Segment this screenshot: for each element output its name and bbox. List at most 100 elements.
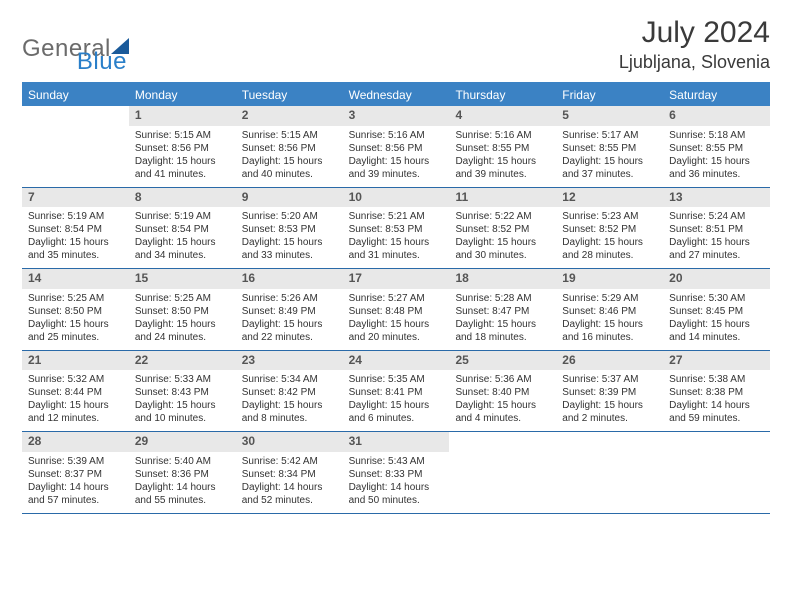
day-details: Sunrise: 5:22 AMSunset: 8:52 PMDaylight:… bbox=[449, 207, 556, 268]
daylight-text: Daylight: 15 hours and 30 minutes. bbox=[455, 236, 550, 262]
calendar-cell: 23Sunrise: 5:34 AMSunset: 8:42 PMDayligh… bbox=[236, 351, 343, 432]
sunset-text: Sunset: 8:43 PM bbox=[135, 386, 230, 399]
dow-sunday: Sunday bbox=[22, 84, 129, 106]
day-number: 23 bbox=[236, 351, 343, 371]
day-details: Sunrise: 5:15 AMSunset: 8:56 PMDaylight:… bbox=[236, 126, 343, 187]
calendar-cell: 21Sunrise: 5:32 AMSunset: 8:44 PMDayligh… bbox=[22, 351, 129, 432]
calendar-cell: 4Sunrise: 5:16 AMSunset: 8:55 PMDaylight… bbox=[449, 106, 556, 187]
daylight-text: Daylight: 15 hours and 31 minutes. bbox=[349, 236, 444, 262]
weeks: 1Sunrise: 5:15 AMSunset: 8:56 PMDaylight… bbox=[22, 106, 770, 514]
calendar-cell: 31Sunrise: 5:43 AMSunset: 8:33 PMDayligh… bbox=[343, 432, 450, 513]
logo-text-blue: Blue bbox=[77, 48, 127, 76]
day-number: 2 bbox=[236, 106, 343, 126]
sunset-text: Sunset: 8:51 PM bbox=[669, 223, 764, 236]
calendar-cell-empty bbox=[449, 432, 556, 513]
day-number: 1 bbox=[129, 106, 236, 126]
sunrise-text: Sunrise: 5:17 AM bbox=[562, 129, 657, 142]
day-details: Sunrise: 5:18 AMSunset: 8:55 PMDaylight:… bbox=[663, 126, 770, 187]
day-number: 28 bbox=[22, 432, 129, 452]
calendar-cell: 12Sunrise: 5:23 AMSunset: 8:52 PMDayligh… bbox=[556, 188, 663, 269]
calendar-cell: 6Sunrise: 5:18 AMSunset: 8:55 PMDaylight… bbox=[663, 106, 770, 187]
week-row: 21Sunrise: 5:32 AMSunset: 8:44 PMDayligh… bbox=[22, 351, 770, 433]
sunrise-text: Sunrise: 5:24 AM bbox=[669, 210, 764, 223]
calendar-cell: 2Sunrise: 5:15 AMSunset: 8:56 PMDaylight… bbox=[236, 106, 343, 187]
day-number: 25 bbox=[449, 351, 556, 371]
sunrise-text: Sunrise: 5:28 AM bbox=[455, 292, 550, 305]
sunrise-text: Sunrise: 5:32 AM bbox=[28, 373, 123, 386]
calendar-cell: 16Sunrise: 5:26 AMSunset: 8:49 PMDayligh… bbox=[236, 269, 343, 350]
daylight-text: Daylight: 14 hours and 55 minutes. bbox=[135, 481, 230, 507]
day-details: Sunrise: 5:26 AMSunset: 8:49 PMDaylight:… bbox=[236, 289, 343, 350]
sunrise-text: Sunrise: 5:43 AM bbox=[349, 455, 444, 468]
sunset-text: Sunset: 8:56 PM bbox=[349, 142, 444, 155]
day-number: 5 bbox=[556, 106, 663, 126]
day-number: 27 bbox=[663, 351, 770, 371]
sunrise-text: Sunrise: 5:34 AM bbox=[242, 373, 337, 386]
calendar-cell: 28Sunrise: 5:39 AMSunset: 8:37 PMDayligh… bbox=[22, 432, 129, 513]
daylight-text: Daylight: 15 hours and 34 minutes. bbox=[135, 236, 230, 262]
day-details: Sunrise: 5:19 AMSunset: 8:54 PMDaylight:… bbox=[22, 207, 129, 268]
daylight-text: Daylight: 15 hours and 4 minutes. bbox=[455, 399, 550, 425]
day-details: Sunrise: 5:39 AMSunset: 8:37 PMDaylight:… bbox=[22, 452, 129, 513]
sunset-text: Sunset: 8:48 PM bbox=[349, 305, 444, 318]
sunrise-text: Sunrise: 5:19 AM bbox=[28, 210, 123, 223]
sunrise-text: Sunrise: 5:37 AM bbox=[562, 373, 657, 386]
daylight-text: Daylight: 15 hours and 40 minutes. bbox=[242, 155, 337, 181]
day-details: Sunrise: 5:15 AMSunset: 8:56 PMDaylight:… bbox=[129, 126, 236, 187]
sunrise-text: Sunrise: 5:23 AM bbox=[562, 210, 657, 223]
sunset-text: Sunset: 8:55 PM bbox=[669, 142, 764, 155]
day-details: Sunrise: 5:27 AMSunset: 8:48 PMDaylight:… bbox=[343, 289, 450, 350]
day-number: 3 bbox=[343, 106, 450, 126]
day-details: Sunrise: 5:25 AMSunset: 8:50 PMDaylight:… bbox=[22, 289, 129, 350]
day-details: Sunrise: 5:30 AMSunset: 8:45 PMDaylight:… bbox=[663, 289, 770, 350]
calendar-cell: 15Sunrise: 5:25 AMSunset: 8:50 PMDayligh… bbox=[129, 269, 236, 350]
day-number: 7 bbox=[22, 188, 129, 208]
sunset-text: Sunset: 8:47 PM bbox=[455, 305, 550, 318]
day-number: 9 bbox=[236, 188, 343, 208]
dow-wednesday: Wednesday bbox=[343, 84, 450, 106]
day-details: Sunrise: 5:32 AMSunset: 8:44 PMDaylight:… bbox=[22, 370, 129, 431]
day-details: Sunrise: 5:24 AMSunset: 8:51 PMDaylight:… bbox=[663, 207, 770, 268]
day-number: 10 bbox=[343, 188, 450, 208]
sunrise-text: Sunrise: 5:15 AM bbox=[242, 129, 337, 142]
calendar-cell: 17Sunrise: 5:27 AMSunset: 8:48 PMDayligh… bbox=[343, 269, 450, 350]
day-number: 18 bbox=[449, 269, 556, 289]
sunrise-text: Sunrise: 5:30 AM bbox=[669, 292, 764, 305]
daylight-text: Daylight: 15 hours and 16 minutes. bbox=[562, 318, 657, 344]
dow-saturday: Saturday bbox=[663, 84, 770, 106]
daylight-text: Daylight: 14 hours and 50 minutes. bbox=[349, 481, 444, 507]
location: Ljubljana, Slovenia bbox=[619, 52, 770, 73]
sunset-text: Sunset: 8:39 PM bbox=[562, 386, 657, 399]
daylight-text: Daylight: 15 hours and 8 minutes. bbox=[242, 399, 337, 425]
sunset-text: Sunset: 8:53 PM bbox=[349, 223, 444, 236]
daylight-text: Daylight: 15 hours and 37 minutes. bbox=[562, 155, 657, 181]
week-row: 1Sunrise: 5:15 AMSunset: 8:56 PMDaylight… bbox=[22, 106, 770, 188]
calendar-cell: 25Sunrise: 5:36 AMSunset: 8:40 PMDayligh… bbox=[449, 351, 556, 432]
calendar-cell: 10Sunrise: 5:21 AMSunset: 8:53 PMDayligh… bbox=[343, 188, 450, 269]
calendar-cell: 30Sunrise: 5:42 AMSunset: 8:34 PMDayligh… bbox=[236, 432, 343, 513]
day-number: 17 bbox=[343, 269, 450, 289]
sunrise-text: Sunrise: 5:18 AM bbox=[669, 129, 764, 142]
sunrise-text: Sunrise: 5:38 AM bbox=[669, 373, 764, 386]
daylight-text: Daylight: 15 hours and 39 minutes. bbox=[455, 155, 550, 181]
day-number: 29 bbox=[129, 432, 236, 452]
sunrise-text: Sunrise: 5:25 AM bbox=[28, 292, 123, 305]
day-details: Sunrise: 5:16 AMSunset: 8:56 PMDaylight:… bbox=[343, 126, 450, 187]
dow-tuesday: Tuesday bbox=[236, 84, 343, 106]
calendar-cell: 1Sunrise: 5:15 AMSunset: 8:56 PMDaylight… bbox=[129, 106, 236, 187]
sunset-text: Sunset: 8:37 PM bbox=[28, 468, 123, 481]
month-title: July 2024 bbox=[619, 16, 770, 50]
day-number: 31 bbox=[343, 432, 450, 452]
daylight-text: Daylight: 14 hours and 52 minutes. bbox=[242, 481, 337, 507]
sunrise-text: Sunrise: 5:25 AM bbox=[135, 292, 230, 305]
calendar-cell: 29Sunrise: 5:40 AMSunset: 8:36 PMDayligh… bbox=[129, 432, 236, 513]
sunset-text: Sunset: 8:40 PM bbox=[455, 386, 550, 399]
calendar-cell: 22Sunrise: 5:33 AMSunset: 8:43 PMDayligh… bbox=[129, 351, 236, 432]
day-number: 19 bbox=[556, 269, 663, 289]
week-row: 7Sunrise: 5:19 AMSunset: 8:54 PMDaylight… bbox=[22, 188, 770, 270]
sunrise-text: Sunrise: 5:27 AM bbox=[349, 292, 444, 305]
sunset-text: Sunset: 8:45 PM bbox=[669, 305, 764, 318]
day-details: Sunrise: 5:23 AMSunset: 8:52 PMDaylight:… bbox=[556, 207, 663, 268]
title-block: July 2024 Ljubljana, Slovenia bbox=[619, 16, 770, 73]
daylight-text: Daylight: 15 hours and 18 minutes. bbox=[455, 318, 550, 344]
